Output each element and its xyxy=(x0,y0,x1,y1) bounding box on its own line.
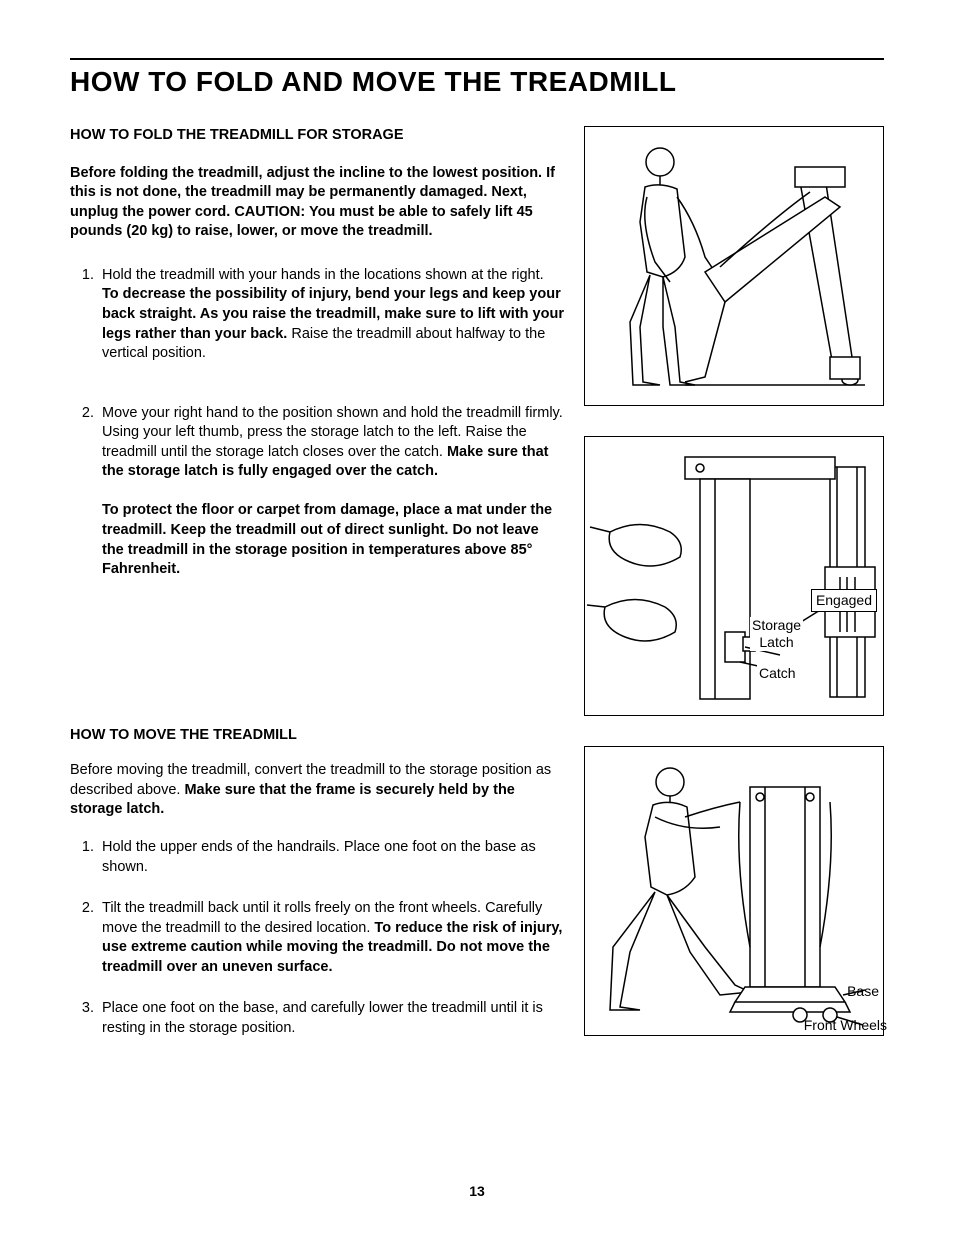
label-catch: Catch xyxy=(757,665,798,682)
manual-page: HOW TO FOLD AND MOVE THE TREADMILL HOW T… xyxy=(0,0,954,1235)
move-steps: Hold the upper ends of the handrails. Pl… xyxy=(70,838,564,1039)
fold-intro: Before folding the treadmill, adjust the… xyxy=(70,164,564,242)
move-step-2: Tilt the treadmill back until it rolls f… xyxy=(98,899,564,977)
move-illustration xyxy=(585,747,885,1037)
figure-fold-lift xyxy=(584,126,884,406)
fold-step2-bold2: To protect the floor or carpet from dama… xyxy=(102,502,552,577)
fold-step-1: Hold the treadmill with your hands in th… xyxy=(98,266,564,364)
page-title: HOW TO FOLD AND MOVE THE TREADMILL xyxy=(70,66,884,98)
two-column-layout: HOW TO FOLD THE TREADMILL FOR STORAGE Be… xyxy=(70,126,884,1066)
move-step-3: Place one foot on the base, and carefull… xyxy=(98,999,564,1038)
text-column: HOW TO FOLD THE TREADMILL FOR STORAGE Be… xyxy=(70,126,564,1066)
move-intro: Before moving the treadmill, convert the… xyxy=(70,761,564,820)
figure-storage-latch: Engaged Storage Latch Catch xyxy=(584,436,884,716)
label-base: Base xyxy=(847,983,879,1000)
fold-step-2: Move your right hand to the position sho… xyxy=(98,404,564,580)
figure-move-treadmill: Base Front Wheels xyxy=(584,746,884,1036)
label-storage-latch: Storage Latch xyxy=(750,617,803,651)
label-engaged: Engaged xyxy=(811,589,877,612)
figure-column: Engaged Storage Latch Catch xyxy=(584,126,884,1066)
spacer xyxy=(70,606,564,726)
latch-illustration xyxy=(585,437,885,717)
fold-heading: HOW TO FOLD THE TREADMILL FOR STORAGE xyxy=(70,126,564,146)
top-rule xyxy=(70,58,884,60)
fold-steps: Hold the treadmill with your hands in th… xyxy=(70,266,564,580)
fold-step1-pre: Hold the treadmill with your hands in th… xyxy=(102,267,544,283)
page-number: 13 xyxy=(0,1183,954,1199)
label-front-wheels: Front Wheels xyxy=(804,1017,887,1034)
move-heading: HOW TO MOVE THE TREADMILL xyxy=(70,726,564,746)
fold-lift-illustration xyxy=(585,127,885,407)
move-step-1: Hold the upper ends of the handrails. Pl… xyxy=(98,838,564,877)
